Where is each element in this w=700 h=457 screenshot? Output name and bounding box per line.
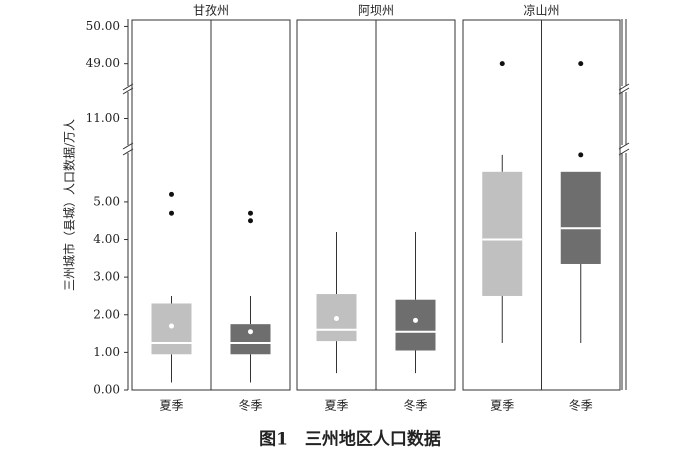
box (560, 171, 601, 264)
axis-break (618, 83, 630, 91)
mean (413, 317, 418, 323)
y-tick-label: 49.00 (86, 56, 120, 70)
caption: 图1 三州地区人口数据 (259, 429, 441, 450)
outlier (499, 61, 505, 67)
y-axis-label: 三州城市（县城）人口数据/万人 (62, 119, 77, 291)
axis-break (122, 142, 134, 150)
box (230, 324, 271, 355)
x-tick-label: 冬季 (403, 398, 427, 413)
facet-title: 甘孜州 (193, 4, 229, 18)
outlier (578, 152, 584, 158)
y-tick-label: 5.00 (93, 194, 120, 208)
outlier (578, 61, 584, 67)
facet-title: 阿坝州 (358, 4, 394, 18)
x-tick-label: 夏季 (159, 399, 183, 413)
y-tick-label: 1.00 (93, 345, 120, 359)
box (395, 299, 436, 351)
axis-break (122, 87, 134, 95)
outlier (169, 191, 174, 197)
outlier (248, 218, 253, 224)
y-tick-label: 3.00 (93, 270, 120, 284)
box (151, 303, 192, 355)
axis-break (122, 148, 134, 156)
facet-title: 凉山州 (523, 3, 559, 18)
x-tick-label: 夏季 (490, 399, 514, 413)
x-tick-label: 夏季 (324, 399, 348, 413)
y-tick-label: 4.00 (93, 232, 120, 246)
outlier (169, 210, 174, 216)
y-tick-label: 0.00 (93, 383, 120, 397)
mean (169, 323, 174, 329)
axis-break (618, 148, 630, 156)
mean (334, 316, 339, 322)
axis-break (122, 83, 134, 91)
y-tick-label: 2.00 (93, 307, 120, 321)
outlier (248, 210, 253, 216)
y-tick-label: 11.00 (86, 111, 120, 125)
x-tick-label: 冬季 (569, 398, 593, 413)
x-tick-label: 冬季 (238, 398, 262, 413)
mean (248, 329, 253, 335)
axis-break (618, 142, 630, 150)
box (482, 171, 523, 296)
axis-break (618, 87, 630, 95)
y-tick-label: 50.00 (86, 19, 120, 33)
